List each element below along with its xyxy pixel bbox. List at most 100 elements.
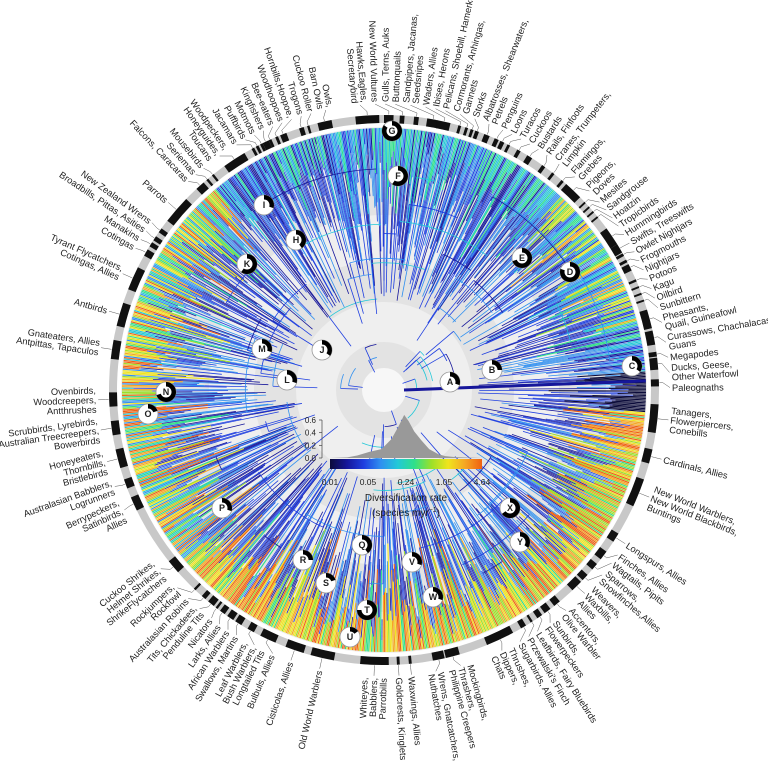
branch-tip	[376, 128, 380, 227]
branch	[332, 174, 345, 222]
branch-tip	[613, 482, 628, 489]
branch	[550, 461, 595, 482]
branch-tip	[244, 549, 284, 613]
branch	[436, 162, 465, 242]
branch-tip	[572, 217, 582, 227]
branch	[182, 438, 220, 451]
branch-tip	[136, 468, 157, 477]
branch-tip	[302, 140, 322, 197]
clade-segment	[251, 147, 258, 157]
branch-tip	[488, 586, 508, 622]
branch-tip	[605, 425, 643, 433]
branch-tip	[158, 488, 217, 524]
clade-label-line: Other Waterfowl	[672, 368, 739, 382]
node-center	[316, 344, 328, 356]
branch	[431, 229, 465, 294]
branch-tip	[126, 425, 181, 437]
branch	[505, 262, 543, 293]
branch-tip	[540, 200, 566, 227]
branch	[460, 206, 499, 268]
node-marker: A	[439, 371, 461, 393]
branch-tip	[122, 370, 194, 377]
branch-tip	[543, 521, 587, 558]
branch	[479, 488, 545, 557]
branch	[247, 466, 322, 558]
branch	[476, 446, 548, 491]
branch-tip	[561, 228, 592, 252]
branch-tip	[194, 207, 225, 237]
branch	[254, 226, 307, 293]
branch-tip	[579, 549, 588, 557]
branch	[540, 525, 567, 549]
label-leader	[374, 103, 390, 115]
branch	[140, 364, 158, 368]
branch	[196, 288, 267, 328]
branch-tip	[134, 464, 155, 473]
branch-tip	[122, 407, 137, 410]
branch	[233, 406, 295, 419]
branch	[500, 420, 551, 434]
branch	[400, 200, 407, 245]
branch-tip	[148, 273, 168, 284]
branch-tip	[276, 601, 290, 630]
branch-tip	[593, 481, 625, 496]
label-leader	[274, 122, 283, 137]
branch	[391, 550, 394, 582]
clade-segment	[299, 127, 306, 137]
internal-branch	[402, 378, 416, 384]
branch	[489, 530, 525, 578]
branch	[171, 464, 238, 500]
branch	[441, 527, 470, 592]
branch-tip	[273, 594, 290, 629]
branch-tip	[500, 169, 528, 211]
branch	[478, 415, 530, 431]
branch-tip	[624, 459, 636, 464]
branch	[368, 148, 372, 179]
branch	[157, 448, 218, 471]
branch-tip	[584, 453, 634, 471]
branch	[491, 558, 507, 582]
branch	[472, 530, 496, 567]
branch-tip	[556, 461, 627, 492]
branch-tip	[539, 213, 579, 249]
branch	[530, 486, 563, 509]
branch	[484, 285, 542, 324]
branch-tip	[125, 343, 155, 351]
branch-tip	[163, 525, 175, 533]
branch-tip	[212, 190, 242, 224]
branch-tip	[527, 187, 551, 216]
branch-tip	[122, 399, 186, 404]
branch	[161, 364, 288, 380]
rate-tick-label: 4.64	[474, 477, 491, 487]
branch	[401, 222, 408, 263]
branch-tip	[589, 439, 639, 453]
branch-tip	[571, 433, 640, 452]
branch-tip	[506, 161, 514, 173]
branch-tip	[202, 562, 220, 580]
branch	[219, 416, 293, 439]
clade-segment	[116, 302, 131, 328]
branch-tip	[338, 131, 350, 193]
branch	[543, 393, 593, 396]
branch	[490, 458, 545, 494]
internal-branch	[306, 425, 339, 451]
branch	[377, 530, 380, 570]
internal-branch	[464, 435, 520, 467]
branch-tip	[234, 542, 279, 606]
branch	[462, 158, 477, 192]
branch-tip	[132, 449, 183, 466]
branch	[233, 534, 266, 573]
clade-label-line: Owls,	[320, 83, 335, 108]
branch	[201, 295, 295, 345]
clade-label-line: Ducks, Geese,	[671, 359, 732, 373]
branch	[150, 465, 172, 475]
internal-branch	[436, 431, 473, 461]
branch-tip	[221, 183, 237, 202]
branch	[475, 226, 542, 295]
branch-tip	[538, 491, 604, 534]
internal-branch	[491, 196, 569, 268]
branch	[165, 397, 231, 403]
branch	[147, 302, 173, 313]
branch-tip	[591, 453, 635, 469]
branch-tip	[125, 426, 162, 434]
